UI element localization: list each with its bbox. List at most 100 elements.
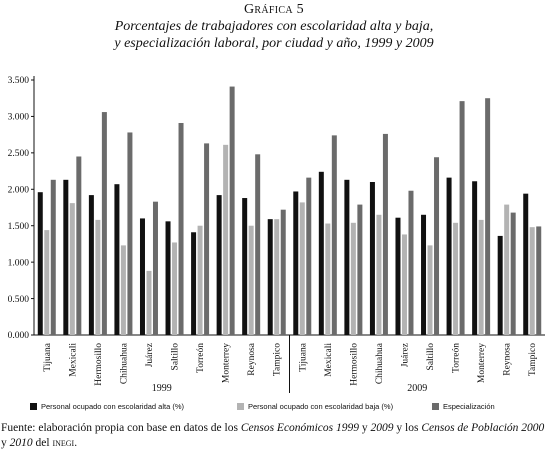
x-category-label-chihuahua-2009: Chihuahua xyxy=(375,342,385,384)
y-tick-label-5: 2.500 xyxy=(8,149,30,159)
bar-especializacion-torreon-2009 xyxy=(459,101,465,335)
bar-especializacion-saltillo-1999 xyxy=(178,122,184,336)
source-smallcaps-1: inegi xyxy=(52,437,75,449)
x-category-label-monterrey-2009: Monterrey xyxy=(477,343,487,383)
x-category-label-reynosa-1999: Reynosa xyxy=(247,342,257,376)
source-text-5: del xyxy=(32,437,53,449)
y-tick-label-0: 0.000 xyxy=(8,331,30,341)
bar-personal-ocupado-con-escolaridad-baja-torreon-2009 xyxy=(453,222,459,335)
bar-personal-ocupado-con-escolaridad-baja-reynosa-1999 xyxy=(248,225,254,335)
bar-personal-ocupado-con-escolaridad-baja-reynosa-2009 xyxy=(504,204,510,335)
bar-personal-ocupado-con-escolaridad-baja-tijuana-1999 xyxy=(44,230,50,335)
x-category-label-tampico-1999: Tampico xyxy=(273,343,283,376)
x-category-label-mexicali-2009: Mexicali xyxy=(324,343,334,377)
bar-personal-ocupado-con-escolaridad-baja-hermosillo-2009 xyxy=(350,222,356,335)
x-category-label-mexicali-1999: Mexicali xyxy=(68,343,78,377)
y-tick-label-1: 0.500 xyxy=(8,295,30,305)
bar-especializacion-mexicali-2009 xyxy=(331,135,337,335)
x-category-label-hermosillo-2009: Hermosillo xyxy=(349,343,359,386)
bar-personal-ocupado-con-escolaridad-alta-chihuahua-2009 xyxy=(369,182,375,335)
legend-item-escolaridad-alta: Personal ocupado con escolaridad alta (%… xyxy=(30,402,184,411)
figure-title-line-2: y especialización laboral, por ciudad y … xyxy=(114,36,434,51)
bar-personal-ocupado-con-escolaridad-baja-mexicali-2009 xyxy=(325,223,331,335)
source-text-6: . xyxy=(74,437,78,449)
bar-personal-ocupado-con-escolaridad-baja-juarez-2009 xyxy=(401,234,407,335)
bar-personal-ocupado-con-escolaridad-baja-chihuahua-2009 xyxy=(376,214,382,335)
bar-personal-ocupado-con-escolaridad-alta-reynosa-2009 xyxy=(497,235,503,335)
bar-personal-ocupado-con-escolaridad-alta-chihuahua-1999 xyxy=(114,184,120,335)
legend-item-escolaridad-baja: Personal ocupado con escolaridad baja (%… xyxy=(237,402,393,411)
bar-personal-ocupado-con-escolaridad-alta-tampico-1999 xyxy=(267,219,273,335)
bar-especializacion-saltillo-2009 xyxy=(434,157,440,335)
source-text-2: y xyxy=(359,422,371,434)
x-group-label-2009: 2009 xyxy=(407,383,427,394)
bar-especializacion-hermosillo-1999 xyxy=(101,112,107,335)
legend-item-especializacion: Especialización xyxy=(432,402,495,411)
bar-especializacion-tampico-1999 xyxy=(280,209,286,335)
figure-title-line-1: Porcentajes de trabajadores con escolari… xyxy=(114,19,434,34)
x-category-label-monterrey-1999: Monterrey xyxy=(222,343,232,383)
bar-personal-ocupado-con-escolaridad-alta-hermosillo-2009 xyxy=(344,179,350,335)
bar-chart: 0.000 0.500 1.000 1.500 2.000 2.500 3.000 3.500… xyxy=(8,76,545,394)
bar-personal-ocupado-con-escolaridad-alta-mexicali-2009 xyxy=(318,171,324,335)
x-category-label-saltillo-1999: Saltillo xyxy=(171,343,181,371)
bar-especializacion-tijuana-1999 xyxy=(50,179,56,335)
x-category-label-chihuahua-1999: Chihuahua xyxy=(119,342,129,384)
bar-especializacion-torreon-1999 xyxy=(204,143,210,335)
bar-personal-ocupado-con-escolaridad-alta-monterrey-2009 xyxy=(472,181,478,335)
bar-personal-ocupado-con-escolaridad-alta-reynosa-1999 xyxy=(242,198,248,335)
legend-label-especializacion: Especialización xyxy=(443,402,495,411)
bar-especializacion-tijuana-2009 xyxy=(306,177,312,335)
bar-especializacion-juarez-2009 xyxy=(408,190,414,335)
x-category-label-juarez-2009: Juárez xyxy=(400,343,410,367)
legend-swatch-escolaridad-baja xyxy=(237,403,244,410)
bar-personal-ocupado-con-escolaridad-baja-hermosillo-1999 xyxy=(95,219,101,335)
bar-personal-ocupado-con-escolaridad-alta-torreon-2009 xyxy=(446,177,452,335)
bar-personal-ocupado-con-escolaridad-alta-tampico-2009 xyxy=(523,193,529,335)
source-note: Fuente: elaboración propia con base en d… xyxy=(1,421,547,451)
y-tick-label-3: 1.500 xyxy=(8,222,30,232)
bar-personal-ocupado-con-escolaridad-alta-monterrey-1999 xyxy=(216,195,222,335)
source-italic-4: 2010 xyxy=(9,437,33,449)
bar-especializacion-monterrey-1999 xyxy=(229,86,235,335)
bar-personal-ocupado-con-escolaridad-baja-monterrey-1999 xyxy=(223,144,229,335)
x-category-label-tampico-2009: Tampico xyxy=(528,343,538,376)
legend-swatch-especializacion xyxy=(432,403,439,410)
legend-label-escolaridad-alta: Personal ocupado con escolaridad alta (%… xyxy=(41,402,185,411)
x-category-label-tijuana-1999: Tijuana xyxy=(43,342,53,371)
bar-personal-ocupado-con-escolaridad-baja-tampico-2009 xyxy=(529,227,535,335)
legend-swatch-escolaridad-alta xyxy=(30,403,37,410)
source-text-4: y xyxy=(1,437,10,449)
x-category-label-torreon-1999: Torreón xyxy=(196,343,206,373)
y-tick-label-4: 2.000 xyxy=(8,185,30,195)
bar-personal-ocupado-con-escolaridad-baja-monterrey-2009 xyxy=(478,219,484,335)
source-italic-1: Censos Económicos 1999 xyxy=(240,422,360,434)
x-category-label-saltillo-2009: Saltillo xyxy=(426,343,436,371)
bar-especializacion-chihuahua-1999 xyxy=(127,132,133,335)
bar-personal-ocupado-con-escolaridad-baja-saltillo-1999 xyxy=(172,242,178,335)
bar-especializacion-juarez-1999 xyxy=(152,201,158,335)
bar-personal-ocupado-con-escolaridad-alta-tijuana-2009 xyxy=(293,191,299,335)
x-category-label-reynosa-2009: Reynosa xyxy=(503,342,513,376)
bar-personal-ocupado-con-escolaridad-alta-saltillo-1999 xyxy=(165,221,171,335)
bar-personal-ocupado-con-escolaridad-alta-juarez-2009 xyxy=(395,217,401,335)
bar-personal-ocupado-con-escolaridad-alta-mexicali-1999 xyxy=(63,179,69,335)
chart-legend: Personal ocupado con escolaridad alta (%… xyxy=(0,398,548,412)
bar-personal-ocupado-con-escolaridad-baja-mexicali-1999 xyxy=(69,203,75,335)
x-category-label-hermosillo-1999: Hermosillo xyxy=(94,343,104,386)
source-text-1: Fuente: elaboración propia con base en d… xyxy=(1,422,241,434)
bar-personal-ocupado-con-escolaridad-alta-torreon-1999 xyxy=(191,232,197,335)
bar-especializacion-chihuahua-2009 xyxy=(382,133,388,335)
source-italic-3: Censos de Población 2000 xyxy=(421,422,545,434)
bar-especializacion-reynosa-2009 xyxy=(510,212,516,335)
bar-especializacion-mexicali-1999 xyxy=(76,156,82,335)
bar-personal-ocupado-con-escolaridad-baja-tampico-1999 xyxy=(274,219,280,335)
bar-especializacion-reynosa-1999 xyxy=(255,154,261,335)
x-category-label-torreon-2009: Torreón xyxy=(452,343,462,373)
figure-label: Gráfica 5 xyxy=(244,2,304,17)
bar-personal-ocupado-con-escolaridad-baja-tijuana-2009 xyxy=(299,202,305,335)
bar-personal-ocupado-con-escolaridad-baja-saltillo-2009 xyxy=(427,245,433,335)
figure-header: Gráfica 5 Porcentajes de trabajadores co… xyxy=(0,2,548,52)
bar-personal-ocupado-con-escolaridad-alta-tijuana-1999 xyxy=(37,192,43,335)
bar-personal-ocupado-con-escolaridad-alta-juarez-1999 xyxy=(139,218,145,335)
